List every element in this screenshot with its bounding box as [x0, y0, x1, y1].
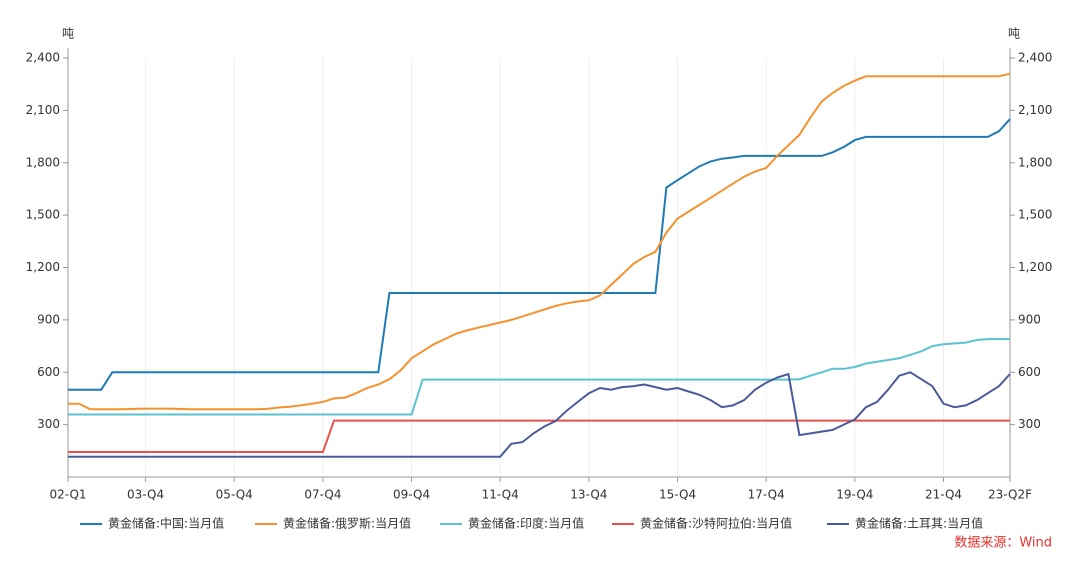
y2-tick-label: 300	[1018, 417, 1041, 431]
line	[68, 72, 1011, 411]
x-tick-label: 11-Q4	[482, 488, 519, 502]
x-tick-label: 09-Q4	[393, 488, 430, 502]
legend-label: 黄金储备:土耳其:当月值	[855, 516, 983, 531]
y2-tick-label: 1,200	[1018, 260, 1052, 274]
line	[68, 338, 1010, 416]
y-unit: 吨	[62, 27, 74, 41]
y2-tick-label: 600	[1018, 365, 1041, 379]
y-tick-label: 2,100	[26, 103, 60, 117]
y2-tick-label: 1,800	[1018, 155, 1052, 169]
legend-label: 黄金储备:俄罗斯:当月值	[283, 516, 411, 531]
y-tick-label: 300	[37, 417, 60, 431]
y2-tick-label: 2,100	[1018, 103, 1052, 117]
x-tick-label: 19-Q4	[836, 488, 873, 502]
x-tick-label: 02-Q1	[49, 488, 86, 502]
line	[68, 371, 1011, 458]
legend-label: 黄金储备:印度:当月值	[468, 516, 584, 531]
x-tick-label: 03-Q4	[127, 488, 164, 502]
y-tick-label: 2,400	[26, 51, 60, 65]
y-tick-label: 1,500	[26, 208, 60, 222]
y2-tick-label: 900	[1018, 312, 1041, 326]
line	[68, 419, 1010, 453]
x-tick-label: 13-Q4	[570, 488, 607, 502]
x-tick-label: 23-Q2F	[988, 488, 1032, 502]
y-tick-label: 1,200	[26, 260, 60, 274]
y2-unit: 吨	[1008, 27, 1020, 41]
legend-label: 黄金储备:中国:当月值	[108, 516, 224, 531]
legend-label: 黄金储备:沙特阿拉伯:当月值	[640, 516, 792, 531]
y2-tick-label: 2,400	[1018, 51, 1052, 65]
x-tick-label: 21-Q4	[925, 488, 962, 502]
y-tick-label: 600	[37, 365, 60, 379]
source: 数据来源：Wind	[954, 536, 1052, 551]
line	[68, 118, 1011, 391]
x-tick-label: 07-Q4	[304, 488, 341, 502]
x-tick-label: 05-Q4	[216, 488, 253, 502]
x-tick-label: 17-Q4	[748, 488, 785, 502]
y-tick-label: 1,800	[26, 155, 60, 169]
y2-tick-label: 1,500	[1018, 208, 1052, 222]
x-tick-label: 15-Q4	[659, 488, 696, 502]
y-tick-label: 900	[37, 312, 60, 326]
